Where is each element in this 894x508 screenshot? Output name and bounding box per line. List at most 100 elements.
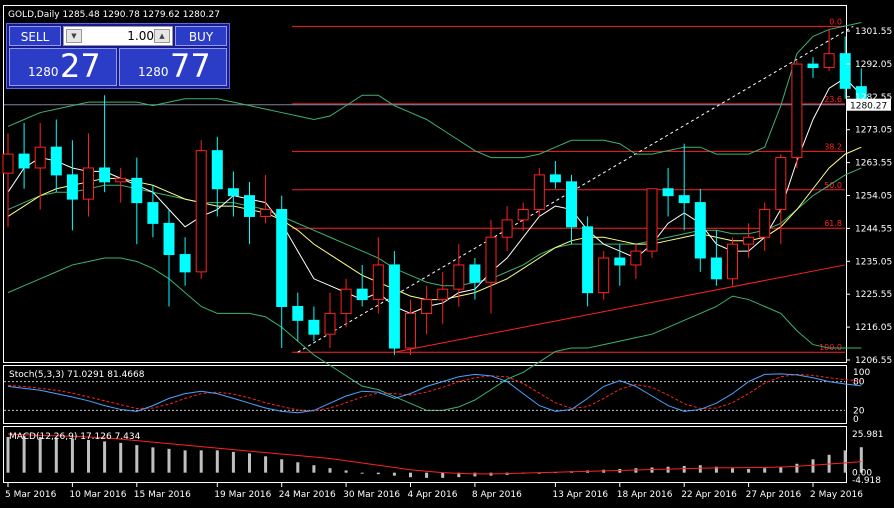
stoch-level-label: 20 [853, 406, 865, 416]
macd-signal-line [7, 433, 862, 475]
macd-histogram-bar [312, 465, 316, 473]
macd-histogram-bar [280, 459, 284, 473]
fib-level-label: 61.8 [824, 219, 842, 228]
macd-histogram-bar [457, 472, 461, 478]
lot-size-input[interactable] [84, 28, 154, 44]
macd-histogram-bar [441, 472, 445, 478]
fibo-anchor-line [297, 25, 854, 353]
candle-body [211, 150, 223, 190]
macd-histogram-bar [843, 450, 847, 473]
lot-decrease-icon[interactable]: ▼ [66, 29, 82, 43]
time-tick-label: 8 Apr 2016 [472, 490, 522, 500]
candle-body [662, 188, 674, 197]
buy-price-prefix: 1280 [138, 65, 169, 79]
candle-body [485, 236, 497, 283]
time-tick-label: 19 Mar 2016 [214, 490, 271, 500]
price-tick-label: 1225.55 [855, 290, 892, 300]
price-tick-label: 1282.55 [855, 93, 892, 103]
price-tick-label: 1244.55 [855, 224, 892, 234]
macd-histogram-bar [747, 468, 751, 473]
macd-tick-label: -4.918 [852, 476, 881, 486]
candle-body [517, 209, 529, 221]
time-tick-label: 5 Mar 2016 [5, 490, 57, 500]
stoch-main-line [7, 373, 862, 414]
stoch-axis-max: 100 [853, 368, 870, 378]
bollinger-upper-line [7, 22, 862, 159]
macd-histogram-bar [54, 437, 58, 473]
macd-histogram-bar [666, 466, 670, 473]
candle-body [807, 63, 819, 69]
macd-histogram-bar [779, 466, 783, 473]
candle-body [582, 226, 594, 294]
bollinger-lower-line [7, 257, 862, 411]
macd-histogram-bar [167, 448, 171, 473]
candle-body [2, 153, 14, 174]
buy-price-pips: 77 [170, 47, 211, 85]
candle-body [549, 174, 561, 183]
macd-histogram-bar [698, 465, 702, 473]
sell-price-button[interactable]: 1280 27 [9, 47, 117, 86]
candle-body [791, 63, 803, 159]
candle-body [372, 264, 384, 301]
macd-tick-label: 25.981 [852, 430, 884, 440]
buy-button[interactable]: BUY [175, 26, 227, 46]
macd-histogram-bar [344, 470, 348, 473]
time-tick-label: 2 May 2016 [810, 490, 863, 500]
macd-tick-label: 0.00 [852, 469, 872, 479]
buy-price-button[interactable]: 1280 77 [119, 47, 227, 86]
macd-histogram-bar [714, 466, 718, 473]
time-tick-label: 15 Mar 2016 [134, 490, 191, 500]
fib-level-label: 50.0 [824, 181, 842, 190]
candle-body [324, 312, 336, 335]
candle-body [340, 288, 352, 314]
macd-histogram-bar [425, 472, 429, 478]
time-tick-label: 4 Apr 2016 [408, 490, 458, 500]
time-tick-label: 30 Mar 2016 [343, 490, 400, 500]
time-tick-label: 13 Apr 2016 [552, 490, 608, 500]
macd-histogram-bar [296, 462, 300, 473]
candle-body [388, 264, 400, 349]
macd-histogram-bar [731, 468, 734, 473]
candle-body [115, 177, 127, 183]
candle-body [678, 195, 690, 204]
stoch-chart: 80 20 100 0 [4, 368, 870, 425]
macd-histogram-bar [409, 472, 412, 478]
macd-chart: 25.981 0.00-4.918 [6, 430, 884, 486]
candle-body [356, 288, 368, 301]
stoch-frame [3, 365, 847, 424]
candle-body [50, 146, 62, 176]
macd-histogram-bar [183, 450, 187, 473]
candle-body [227, 188, 239, 197]
candle-body [163, 222, 175, 256]
macd-histogram-bar [215, 450, 219, 473]
price-axis: 1301.55 1292.05 1282.55 1273.05 1263.55 1254.… [846, 27, 892, 366]
main-chart-frame [3, 5, 847, 363]
macd-histogram-bar [328, 468, 332, 473]
time-tick-label: 18 Apr 2016 [617, 490, 673, 500]
macd-histogram-bar [376, 472, 380, 475]
chart-title: GOLD,Daily 1285.48 1290.78 1279.62 1280.… [8, 10, 220, 20]
candle-body [694, 202, 706, 259]
candle-body [99, 167, 111, 183]
sell-button[interactable]: SELL [9, 26, 61, 46]
current-price-label: 1280.27 [850, 102, 887, 112]
macd-histogram-bar [6, 436, 10, 473]
macd-histogram-bar [38, 436, 42, 473]
candle-body [276, 209, 288, 307]
candle-body [469, 264, 481, 283]
moving-average-fast-line [7, 77, 862, 314]
price-tick-label: 1263.55 [855, 159, 892, 169]
candle-body [131, 177, 143, 204]
macd-histogram-bar [360, 472, 364, 474]
macd-histogram-bar [811, 459, 815, 473]
price-tick-label: 1273.05 [855, 126, 892, 136]
macd-label: MACD(12,26,9) 17.126 7.434 [9, 432, 141, 442]
candle-body [743, 236, 755, 245]
stoch-level-label: 80 [853, 378, 865, 388]
sell-price-prefix: 1280 [28, 65, 59, 79]
candle-body [83, 167, 94, 200]
lot-increase-icon[interactable]: ▲ [154, 29, 170, 43]
candle-body [421, 299, 433, 314]
macd-histogram-bar [859, 447, 863, 473]
